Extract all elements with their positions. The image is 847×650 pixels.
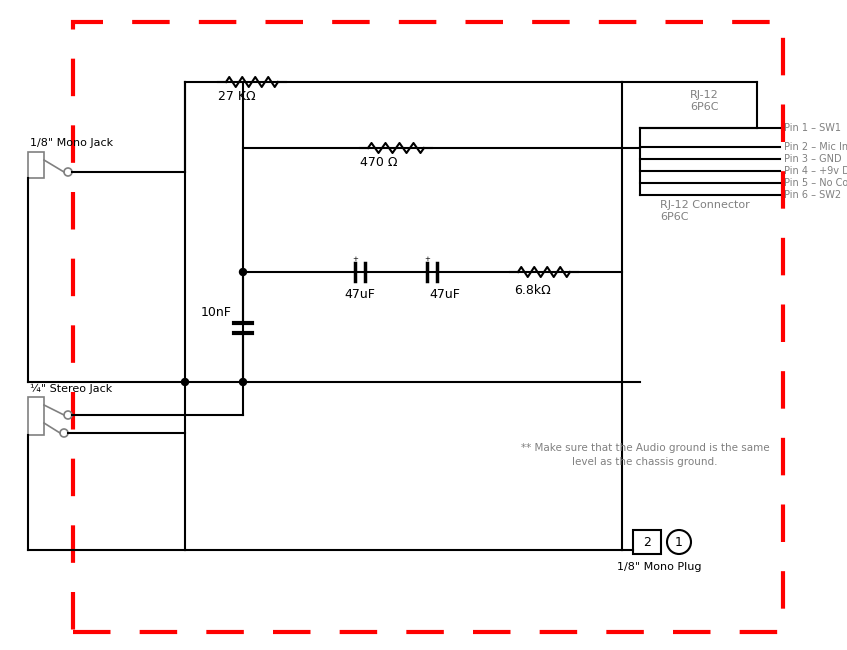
Text: 1: 1 [675,536,683,549]
Circle shape [240,378,246,385]
Text: 6.8kΩ: 6.8kΩ [514,284,551,297]
Text: Pin 3 – GND: Pin 3 – GND [784,154,842,164]
Text: ¼" Stereo Jack: ¼" Stereo Jack [30,384,113,394]
Text: +: + [424,256,430,262]
Text: 1/8" Mono Jack: 1/8" Mono Jack [30,138,113,148]
Bar [28,397,44,435]
Bar [28,152,44,178]
Text: 27 KΩ: 27 KΩ [218,90,256,103]
Bar [633,530,661,554]
Text: Pin 1 – SW1: Pin 1 – SW1 [784,123,841,133]
Text: Pin 5 – No Connection: Pin 5 – No Connection [784,178,847,188]
Text: 470 Ω: 470 Ω [360,156,397,169]
Text: RJ-12
6P6C: RJ-12 6P6C [690,90,719,112]
Text: +: + [352,256,358,262]
Text: 47uF: 47uF [344,288,375,301]
Text: 1/8" Mono Plug: 1/8" Mono Plug [617,562,701,572]
Text: Pin 2 – Mic In: Pin 2 – Mic In [784,142,847,152]
Text: Pin 6 – SW2: Pin 6 – SW2 [784,190,841,200]
Text: ** Make sure that the Audio ground is the same
level as the chassis ground.: ** Make sure that the Audio ground is th… [521,443,769,467]
Circle shape [240,268,246,276]
Text: 10nF: 10nF [201,306,232,319]
Text: Pin 4 – +9v DC: Pin 4 – +9v DC [784,166,847,176]
Text: 47uF: 47uF [429,288,460,301]
Text: RJ-12 Connector
6P6C: RJ-12 Connector 6P6C [660,200,750,222]
Text: 2: 2 [643,536,651,549]
Circle shape [181,378,189,385]
